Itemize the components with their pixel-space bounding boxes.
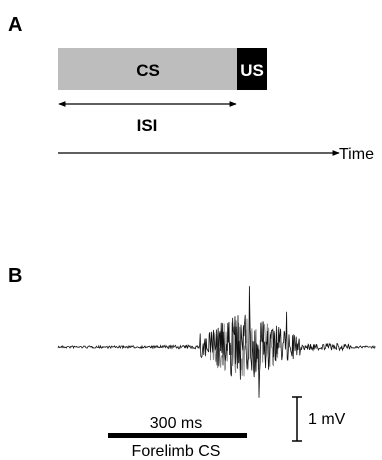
cs-label: CS	[136, 61, 160, 80]
us-box	[237, 48, 267, 90]
panel-a-label: A	[8, 14, 22, 36]
emg-trace-overlay	[209, 318, 281, 377]
cs-box	[58, 48, 237, 90]
stimulus-label: Forelimb CS	[132, 443, 221, 460]
emg-trace	[57, 286, 376, 398]
panel-b: B 300 ms Forelimb CS 1 mV	[8, 265, 376, 460]
time-label: Time	[339, 146, 374, 163]
emg-trace-main	[57, 286, 376, 398]
panel-a: A CS US ISI Time	[8, 14, 374, 163]
voltage-scale-bar	[292, 396, 302, 442]
panel-b-label: B	[8, 265, 22, 287]
time-scale-label: 300 ms	[150, 415, 202, 432]
isi-label: ISI	[137, 116, 158, 135]
us-label: US	[240, 61, 264, 80]
voltage-scale-label: 1 mV	[308, 411, 346, 428]
stimulus-bar	[108, 433, 247, 438]
